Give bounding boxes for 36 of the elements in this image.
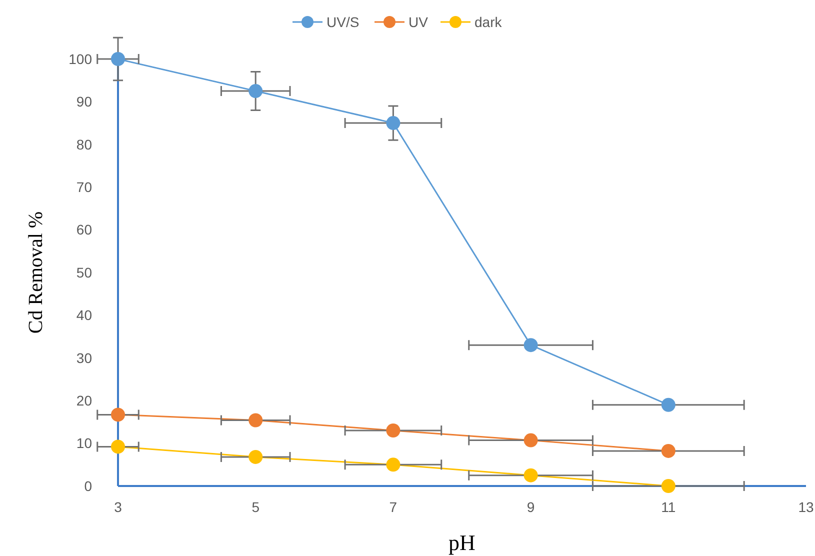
x-tick-label: 9 bbox=[526, 499, 535, 515]
point bbox=[248, 413, 263, 428]
x-tick-label: 13 bbox=[798, 499, 814, 515]
point bbox=[248, 450, 263, 464]
point bbox=[111, 440, 125, 454]
y-tick-label: 10 bbox=[76, 435, 92, 452]
y-tick-label: 30 bbox=[76, 350, 92, 366]
point bbox=[524, 338, 538, 352]
legend-label: UV bbox=[408, 14, 429, 30]
x-tick-label: 3 bbox=[114, 499, 122, 515]
y-tick-label: 0 bbox=[84, 478, 92, 494]
point bbox=[111, 52, 125, 66]
point bbox=[111, 408, 125, 422]
y-tick-label: 40 bbox=[76, 307, 92, 324]
point bbox=[661, 398, 676, 412]
legend-label: dark bbox=[474, 14, 503, 30]
point bbox=[386, 423, 400, 438]
point bbox=[524, 468, 538, 482]
point bbox=[386, 458, 400, 472]
x-axis-title: pH bbox=[448, 530, 476, 555]
point bbox=[524, 433, 538, 448]
point bbox=[248, 84, 263, 98]
y-axis-title: Cd Removal % bbox=[25, 211, 47, 334]
y-tick-label: 100 bbox=[68, 50, 92, 67]
x-tick-label: 11 bbox=[661, 499, 676, 515]
legend-label: UV/S bbox=[326, 14, 360, 30]
y-tick-label: 90 bbox=[76, 94, 92, 110]
point bbox=[661, 444, 676, 458]
point bbox=[386, 116, 400, 130]
x-tick-label: 7 bbox=[389, 499, 398, 515]
x-tick-label: 5 bbox=[252, 499, 260, 515]
y-tick-label: 20 bbox=[76, 392, 92, 408]
y-tick-label: 60 bbox=[76, 222, 92, 238]
y-tick-label: 70 bbox=[76, 179, 92, 195]
y-tick-label: 50 bbox=[76, 264, 92, 280]
y-tick-label: 80 bbox=[76, 136, 92, 152]
